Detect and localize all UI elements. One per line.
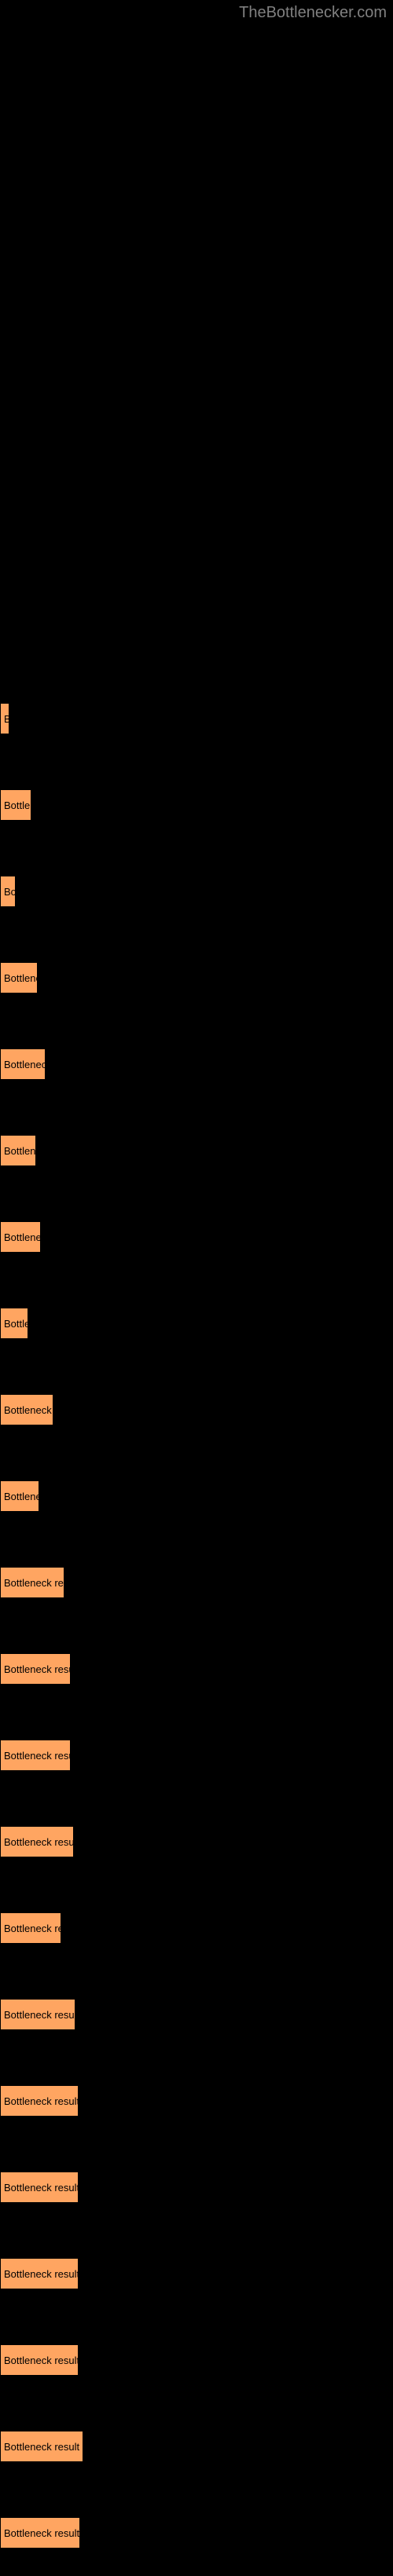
bar-row: Bottleneck result [0, 2317, 393, 2403]
bar-row: Bottleneck res [0, 1885, 393, 1971]
bar: Bottleneck result [0, 1826, 74, 1857]
bar-row: Bottleneck result [0, 2144, 393, 2230]
bar: Bottleneck result [0, 2517, 80, 2549]
bar-row: Bottle [0, 1280, 393, 1367]
bar-row: Bottleneck result [0, 1798, 393, 1885]
bar-row: Bottleneck result [0, 1626, 393, 1712]
bar: Bottleneck result [0, 2344, 79, 2376]
bar: Bottleneck res [0, 1912, 61, 1944]
bar-row: Bottleneck r [0, 1367, 393, 1453]
bar-row: Bottlene [0, 1453, 393, 1539]
bar-row: Bottlenec [0, 1194, 393, 1280]
bar-row: Bottleneck result [0, 1712, 393, 1798]
bar: Bottleneck result [0, 2258, 79, 2289]
bar: Bottleneck result [0, 1999, 75, 2030]
bar: Bottleneck result [0, 2085, 79, 2117]
bar: Bottleneck r [0, 1394, 53, 1425]
bar: Bottlene [0, 1135, 36, 1166]
bar: Bottlene [0, 962, 38, 993]
bar: Bottle [0, 1308, 28, 1339]
bar: Bottleneck resu [0, 1567, 64, 1598]
bar-row: Bottleneck result [0, 2403, 393, 2490]
bar: Bottleneck result [0, 2431, 83, 2462]
bar: Bottleneck result [0, 1740, 71, 1771]
bar: Bottlenec [0, 1221, 41, 1253]
bar-row: Bottlene [0, 935, 393, 1021]
bar-row: Bottlene [0, 1107, 393, 1194]
bar-row: Bo [0, 848, 393, 935]
bar-row: Bottleneck result [0, 2058, 393, 2144]
bar: Bottleneck [0, 1048, 46, 1080]
bar: Bottleneck result [0, 1653, 71, 1685]
bar-row: B [0, 675, 393, 762]
bar-row: Bottleneck result [0, 1971, 393, 2058]
bar-row: Bottleneck result [0, 2490, 393, 2576]
bar-row: Bottleneck resu [0, 1539, 393, 1626]
bar: Bottlene [0, 1480, 39, 1512]
bar: Bottle [0, 789, 31, 821]
bar: B [0, 703, 9, 734]
bar-row: Bottleneck [0, 1021, 393, 1107]
chart-container: B Bottle Bo Bottlene Bottleneck Bottlene Bottl… [0, 0, 393, 2576]
bar-row: Bottleneck result [0, 2230, 393, 2317]
bar: Bo [0, 876, 16, 907]
bar-row: Bottle [0, 762, 393, 848]
bars-wrapper: B Bottle Bo Bottlene Bottleneck Bottlene Bottl… [0, 675, 393, 2576]
bar: Bottleneck result [0, 2172, 79, 2203]
